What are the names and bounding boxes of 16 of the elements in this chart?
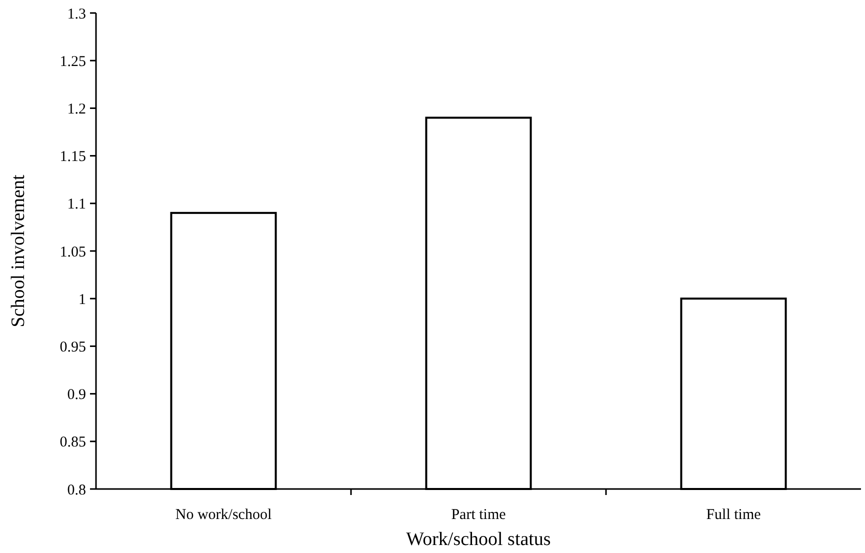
y-tick-label: 0.95 — [60, 339, 86, 356]
y-tick-label: 1.15 — [60, 149, 86, 166]
x-tick-label: No work/school — [175, 507, 272, 523]
y-tick-label: 1 — [78, 292, 86, 308]
y-tick-label: 0.8 — [67, 482, 86, 498]
y-axis-title: School involvement — [8, 174, 29, 328]
y-tick-label: 1.3 — [67, 6, 86, 22]
x-tick-label: Full time — [706, 507, 762, 523]
y-tick-label: 0.85 — [60, 434, 86, 451]
y-tick-label: 0.9 — [67, 387, 86, 404]
x-axis-title: Work/school status — [406, 529, 551, 550]
y-tick-label: 1.1 — [67, 196, 86, 213]
y-tick-label: 1.05 — [60, 244, 86, 260]
x-tick-label: Part time — [451, 507, 506, 523]
y-tick-label: 1.25 — [60, 54, 86, 70]
y-tick-label: 1.2 — [67, 101, 86, 118]
